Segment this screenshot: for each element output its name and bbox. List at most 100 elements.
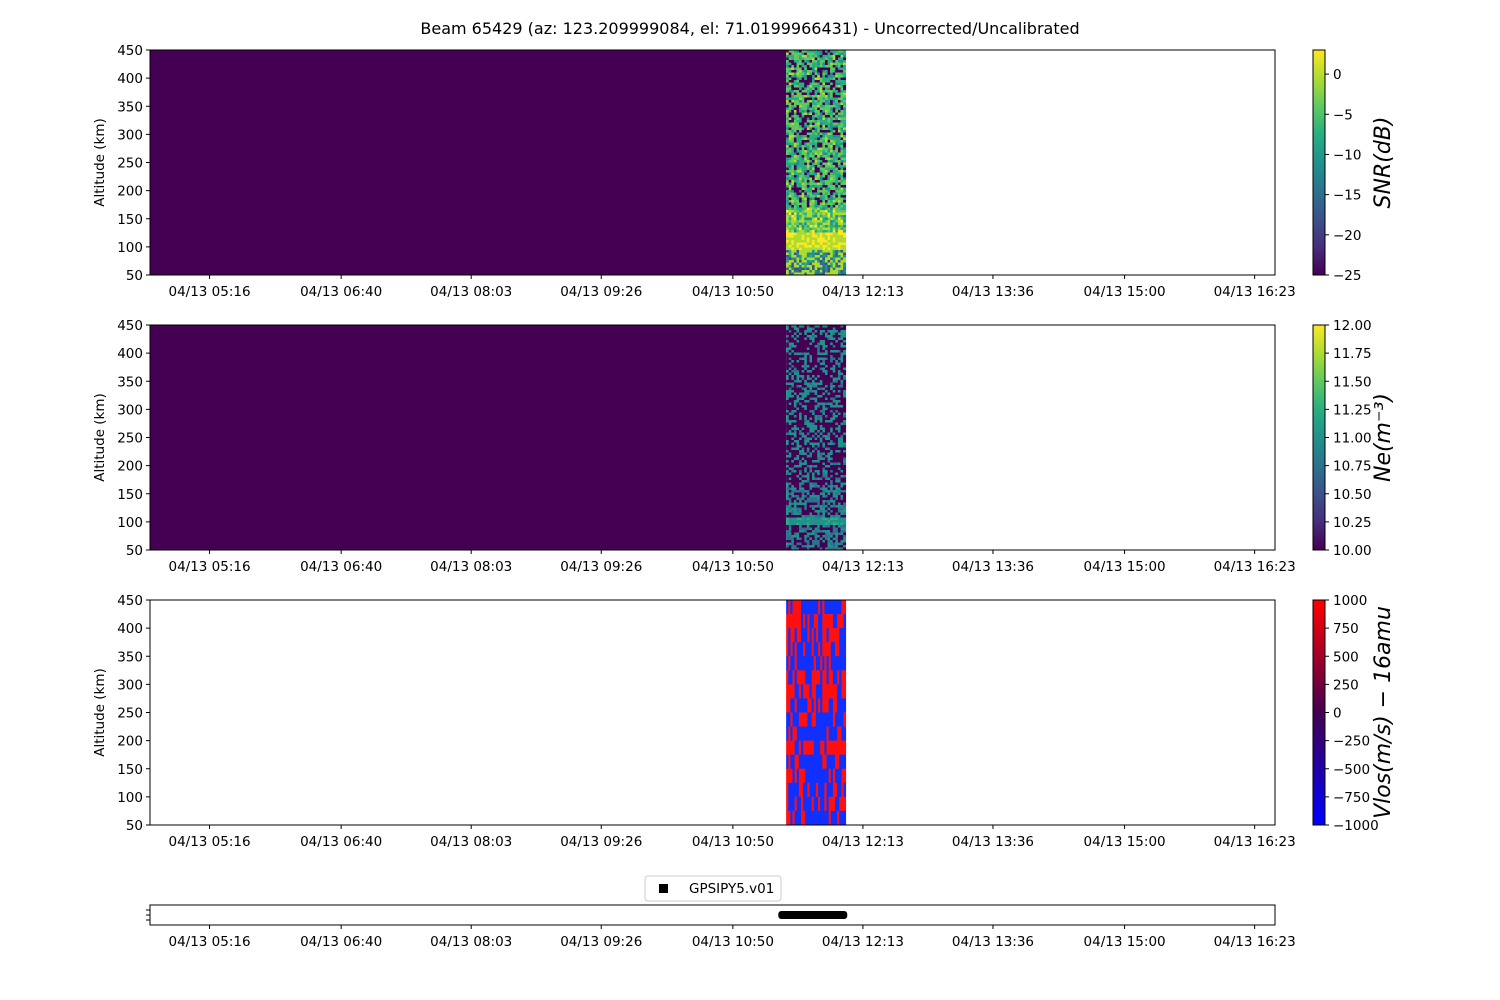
heatmap-cell <box>814 227 818 231</box>
heatmap-cell <box>827 387 831 391</box>
heatmap-cell <box>830 100 834 103</box>
heatmap-cell <box>806 525 810 528</box>
heatmap-cell <box>796 390 800 393</box>
heatmap-cell <box>840 145 844 148</box>
heatmap-cell <box>837 257 841 261</box>
heatmap-cell <box>843 97 847 101</box>
heatmap-cell <box>830 467 834 471</box>
heatmap-cell <box>792 726 796 742</box>
heatmap-cell <box>788 225 792 228</box>
heatmap-cell <box>799 92 803 96</box>
heatmap-cell <box>835 177 839 181</box>
heatmap-cell <box>804 445 808 448</box>
heatmap-cell <box>799 87 803 91</box>
heatmap-cell <box>791 110 795 113</box>
heatmap-cell <box>791 515 795 518</box>
heatmap-cell <box>799 362 803 366</box>
y-tick-label: 350 <box>117 99 143 115</box>
heatmap-cell <box>839 810 842 826</box>
heatmap-cell <box>814 65 818 68</box>
heatmap-cell <box>843 417 847 421</box>
heatmap-cell <box>809 485 813 488</box>
heatmap-cell <box>824 185 828 188</box>
heatmap-cell <box>824 515 828 518</box>
heatmap-cell <box>799 467 803 471</box>
heatmap-cell <box>817 502 821 506</box>
heatmap-cell <box>804 75 808 78</box>
heatmap-cell <box>826 740 830 756</box>
heatmap-cell <box>824 265 828 268</box>
heatmap-cell <box>814 232 818 236</box>
heatmap-cell <box>840 167 844 171</box>
heatmap-cell <box>839 670 842 685</box>
heatmap-cell <box>796 420 800 423</box>
heatmap-cell <box>819 407 823 411</box>
heatmap-cell <box>832 480 836 483</box>
x-tick-label: 04/13 15:00 <box>1084 834 1166 850</box>
heatmap-cell <box>801 80 805 83</box>
heatmap-cell <box>827 137 831 141</box>
heatmap-cell <box>830 432 834 436</box>
heatmap-cell <box>840 127 844 131</box>
heatmap-cell <box>837 232 841 236</box>
colorbar-tick-label: −500 <box>1333 762 1370 778</box>
heatmap-cell <box>804 335 808 338</box>
heatmap-cell <box>796 628 800 643</box>
heatmap-cell <box>809 495 813 498</box>
heatmap-cell <box>786 270 790 273</box>
heatmap-cell <box>832 355 836 358</box>
heatmap-cell <box>822 220 826 223</box>
heatmap-cell <box>791 455 795 458</box>
heatmap-cell <box>791 437 795 441</box>
heatmap-cell <box>822 445 826 448</box>
heatmap-cell <box>832 102 836 106</box>
heatmap-cell <box>837 540 841 543</box>
heatmap-cell <box>814 432 818 436</box>
heatmap-cell <box>819 272 823 276</box>
heatmap-cell <box>788 192 792 196</box>
heatmap-cell <box>814 197 818 201</box>
heatmap-cell <box>799 540 803 543</box>
heatmap-cell <box>788 52 792 56</box>
heatmap-cell <box>805 796 808 812</box>
heatmap-cell <box>801 500 805 503</box>
heatmap-cell <box>843 517 847 521</box>
heatmap-cell <box>793 457 797 461</box>
heatmap-cell <box>824 105 828 108</box>
heatmap-cell <box>788 377 792 381</box>
heatmap-cell <box>840 247 844 251</box>
heatmap-cell <box>822 75 826 78</box>
heatmap-cell <box>796 330 800 333</box>
heatmap-cell <box>809 457 813 461</box>
heatmap-cell <box>827 267 831 271</box>
heatmap-cell <box>840 345 844 348</box>
heatmap-cell <box>799 370 803 373</box>
heatmap-cell <box>809 107 813 111</box>
heatmap-cell <box>791 222 795 226</box>
heatmap-cell <box>786 540 790 543</box>
x-tick-label: 04/13 16:23 <box>1214 284 1296 300</box>
heatmap-cell <box>835 395 839 398</box>
heatmap-cell <box>840 147 844 151</box>
heatmap-cell <box>824 512 828 516</box>
heatmap-cell <box>812 470 816 473</box>
heatmap-cell <box>827 170 831 173</box>
heatmap-cell <box>788 100 792 103</box>
heatmap-cell <box>804 400 808 403</box>
heatmap-cell <box>837 125 841 128</box>
heatmap-cell <box>801 225 805 228</box>
heatmap-cell <box>814 112 818 116</box>
heatmap-cell <box>832 235 836 238</box>
heatmap-cell <box>837 325 841 328</box>
heatmap-cell <box>804 455 808 458</box>
heatmap-cell <box>801 85 805 88</box>
heatmap-cell <box>806 507 810 511</box>
heatmap-cell <box>843 684 847 699</box>
heatmap-cell <box>786 377 790 381</box>
heatmap-cell <box>786 525 790 528</box>
heatmap-cell <box>841 726 844 742</box>
heatmap-cell <box>793 150 797 153</box>
heatmap-cell <box>824 332 828 336</box>
heatmap-cell <box>809 445 813 448</box>
heatmap-cell <box>788 435 792 438</box>
